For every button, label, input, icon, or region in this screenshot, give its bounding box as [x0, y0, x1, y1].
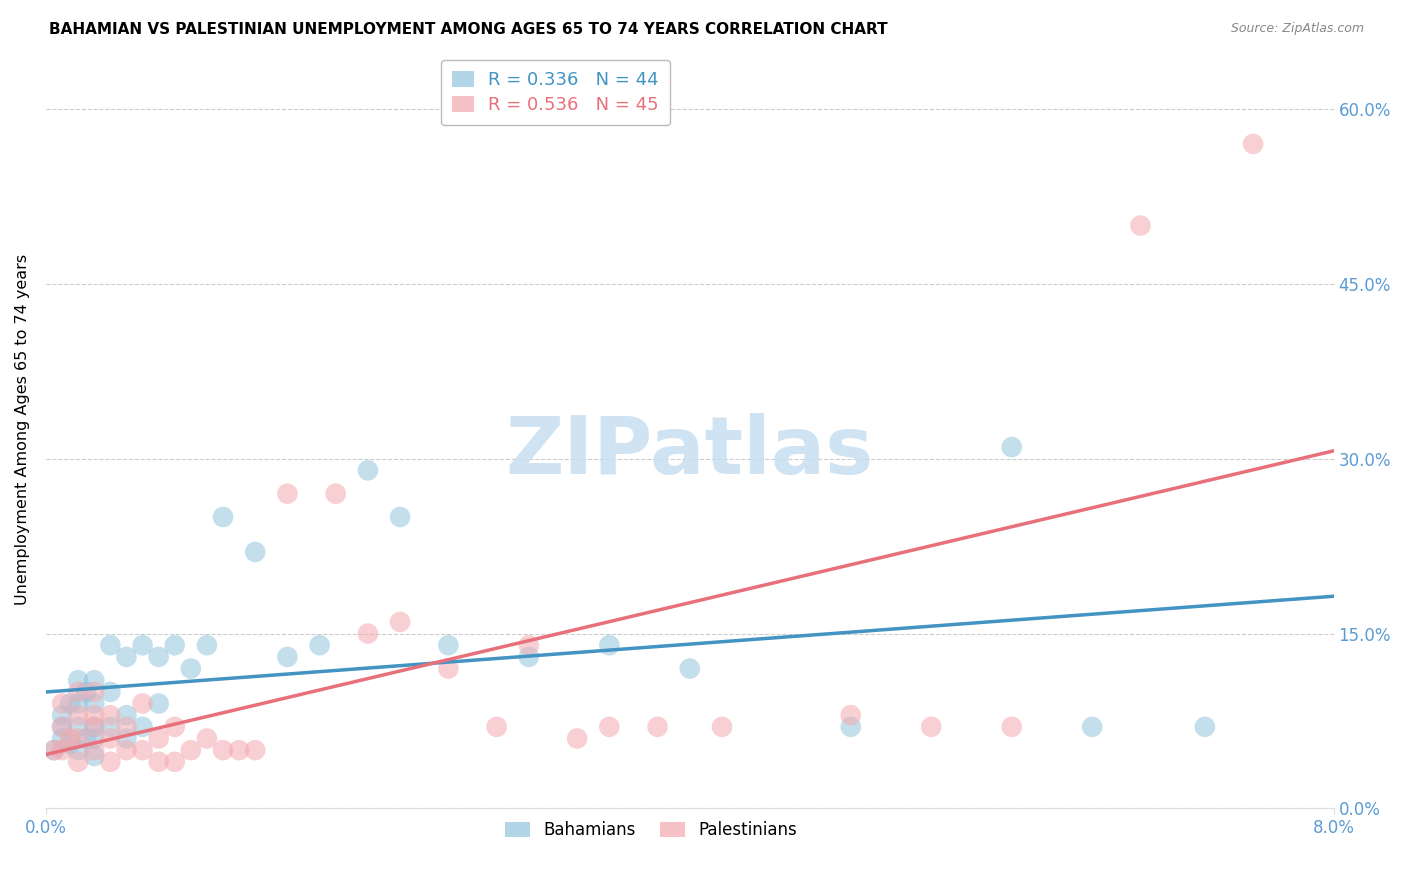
Point	[276, 649, 298, 664]
Point	[115, 720, 138, 734]
Point	[83, 685, 105, 699]
Point	[485, 720, 508, 734]
Point	[51, 731, 73, 746]
Point	[75, 685, 97, 699]
Point	[357, 463, 380, 477]
Y-axis label: Unemployment Among Ages 65 to 74 years: Unemployment Among Ages 65 to 74 years	[15, 254, 30, 605]
Point	[163, 720, 186, 734]
Point	[212, 743, 235, 757]
Point	[83, 708, 105, 723]
Point	[679, 661, 702, 675]
Point	[98, 638, 121, 652]
Point	[1241, 136, 1264, 151]
Point	[131, 720, 153, 734]
Point	[1001, 440, 1024, 454]
Point	[98, 720, 121, 734]
Point	[180, 743, 202, 757]
Point	[83, 720, 105, 734]
Point	[148, 731, 170, 746]
Point	[75, 731, 97, 746]
Point	[437, 661, 460, 675]
Point	[51, 708, 73, 723]
Point	[115, 708, 138, 723]
Point	[180, 661, 202, 675]
Point	[67, 673, 90, 688]
Text: ZIPatlas: ZIPatlas	[506, 413, 875, 491]
Point	[67, 697, 90, 711]
Point	[83, 673, 105, 688]
Point	[1001, 720, 1024, 734]
Point	[83, 720, 105, 734]
Point	[389, 510, 412, 524]
Point	[83, 731, 105, 746]
Point	[67, 720, 90, 734]
Point	[83, 743, 105, 757]
Point	[83, 697, 105, 711]
Point	[148, 649, 170, 664]
Point	[131, 743, 153, 757]
Point	[42, 743, 65, 757]
Point	[1194, 720, 1216, 734]
Point	[131, 697, 153, 711]
Point	[115, 743, 138, 757]
Point	[51, 720, 73, 734]
Point	[920, 720, 942, 734]
Point	[598, 720, 620, 734]
Point	[245, 545, 267, 559]
Text: BAHAMIAN VS PALESTINIAN UNEMPLOYMENT AMONG AGES 65 TO 74 YEARS CORRELATION CHART: BAHAMIAN VS PALESTINIAN UNEMPLOYMENT AMO…	[49, 22, 887, 37]
Point	[51, 697, 73, 711]
Point	[598, 638, 620, 652]
Point	[195, 638, 218, 652]
Point	[711, 720, 734, 734]
Point	[83, 749, 105, 764]
Point	[163, 755, 186, 769]
Point	[276, 486, 298, 500]
Point	[115, 649, 138, 664]
Legend: Bahamians, Palestinians: Bahamians, Palestinians	[498, 814, 804, 846]
Point	[308, 638, 330, 652]
Point	[59, 697, 82, 711]
Point	[148, 755, 170, 769]
Point	[212, 510, 235, 524]
Point	[42, 743, 65, 757]
Point	[163, 638, 186, 652]
Point	[1129, 219, 1152, 233]
Point	[67, 755, 90, 769]
Point	[389, 615, 412, 629]
Point	[67, 685, 90, 699]
Point	[325, 486, 347, 500]
Point	[357, 626, 380, 640]
Point	[98, 708, 121, 723]
Text: Source: ZipAtlas.com: Source: ZipAtlas.com	[1230, 22, 1364, 36]
Point	[148, 697, 170, 711]
Point	[67, 731, 90, 746]
Point	[839, 720, 862, 734]
Point	[98, 685, 121, 699]
Point	[131, 638, 153, 652]
Point	[1081, 720, 1104, 734]
Point	[839, 708, 862, 723]
Point	[59, 737, 82, 751]
Point	[245, 743, 267, 757]
Point	[647, 720, 669, 734]
Point	[59, 731, 82, 746]
Point	[67, 708, 90, 723]
Point	[67, 743, 90, 757]
Point	[228, 743, 250, 757]
Point	[51, 720, 73, 734]
Point	[517, 649, 540, 664]
Point	[565, 731, 588, 746]
Point	[115, 731, 138, 746]
Point	[517, 638, 540, 652]
Point	[437, 638, 460, 652]
Point	[51, 743, 73, 757]
Point	[98, 755, 121, 769]
Point	[98, 731, 121, 746]
Point	[195, 731, 218, 746]
